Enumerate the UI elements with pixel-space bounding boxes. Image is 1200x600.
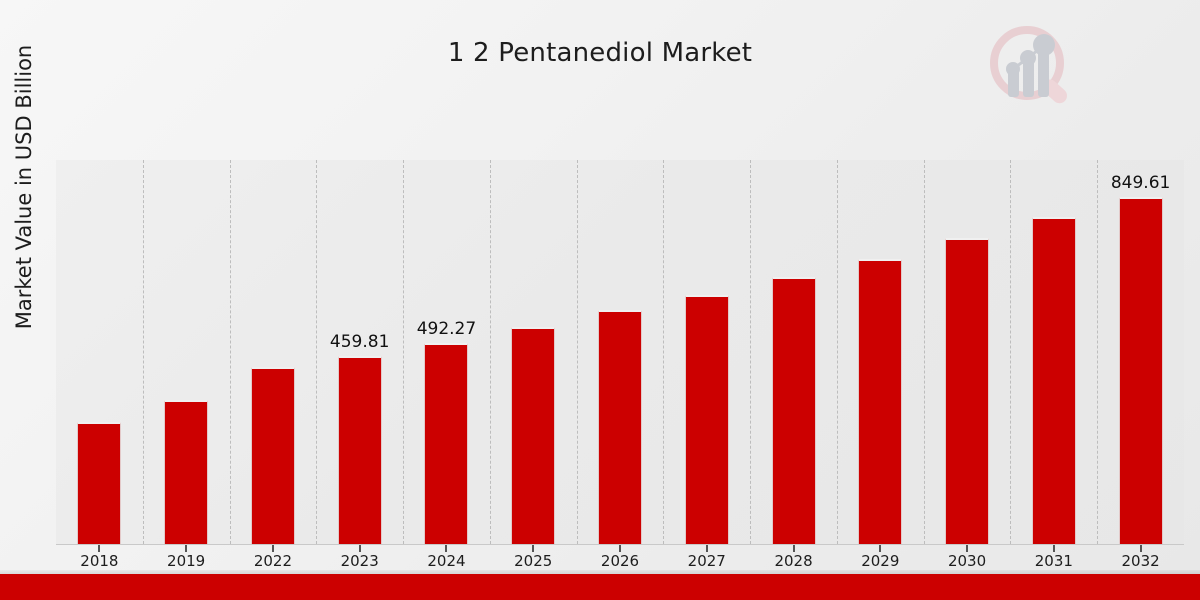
grid-line: [142, 160, 144, 544]
bar-slot: [663, 160, 750, 544]
x-axis-tick: [532, 545, 535, 552]
y-axis-label: Market Value in USD Billion: [12, 44, 36, 330]
bar-slot: [56, 160, 143, 544]
x-axis-tick-label: 2026: [600, 552, 640, 570]
grid-line: [663, 160, 665, 544]
x-axis-tick-label: 2025: [514, 552, 553, 570]
grid-line: [229, 160, 231, 544]
brand-watermark-logo: [978, 18, 1086, 118]
bar-slot: 492.27: [403, 160, 490, 544]
x-axis-tick-label: 2028: [774, 552, 813, 570]
x-axis-tick: [445, 545, 448, 552]
grid-line: [489, 160, 491, 544]
bar-slot: [143, 160, 230, 544]
magnifier-chart-icon: [990, 26, 1067, 104]
grid-line: [576, 160, 578, 544]
footer-band-shadow: [0, 570, 1200, 574]
bar-value-label: 459.81: [329, 332, 390, 352]
bar[interactable]: [684, 295, 729, 544]
bar[interactable]: [337, 356, 382, 544]
x-axis-tick: [271, 545, 274, 552]
x-axis-tick-label: 2024: [427, 552, 466, 570]
footer-accent-band: [0, 574, 1200, 600]
x-axis-tick-label: 2032: [1121, 552, 1160, 570]
x-axis-tick-label: 2031: [1034, 552, 1073, 570]
bar-slot: [837, 160, 924, 544]
bar[interactable]: [1118, 197, 1163, 544]
bar-slot: [577, 160, 664, 544]
bar[interactable]: [77, 422, 122, 544]
bar[interactable]: [250, 367, 295, 544]
bar[interactable]: [511, 327, 556, 544]
bar-slot: [490, 160, 577, 544]
grid-line: [1097, 160, 1099, 544]
bar[interactable]: [164, 400, 209, 544]
bar-value-label: 849.61: [1110, 173, 1171, 193]
x-axis-tick: [879, 545, 882, 552]
x-axis-tick: [185, 545, 188, 552]
bar-value-label: 492.27: [416, 319, 477, 339]
grid-line: [403, 160, 405, 544]
bar-slot: [1010, 160, 1097, 544]
x-axis-tick: [1139, 545, 1142, 552]
bar[interactable]: [771, 277, 816, 544]
x-axis-tick-label: 2029: [861, 552, 900, 570]
bar[interactable]: [424, 343, 469, 544]
x-axis-tick: [98, 545, 101, 552]
bar-slot: [230, 160, 317, 544]
bar-slot: [750, 160, 837, 544]
x-axis-tick-label: 2019: [167, 552, 206, 570]
bar[interactable]: [597, 310, 642, 544]
bar[interactable]: [945, 238, 990, 544]
grid-line: [923, 160, 925, 544]
grid-line: [316, 160, 318, 544]
x-axis-tick-label: 2023: [340, 552, 379, 570]
x-axis-tick: [705, 545, 708, 552]
x-axis-tick: [1052, 545, 1055, 552]
grid-line: [1010, 160, 1012, 544]
bar-slot: 849.61: [1097, 160, 1184, 544]
x-axis-tick: [619, 545, 621, 552]
x-axis-tick-label: 2022: [253, 552, 293, 570]
bar[interactable]: [1031, 217, 1076, 544]
plot-area: 459.81 492.27 849.61: [56, 160, 1184, 552]
x-axis-tick-label: 2018: [80, 552, 119, 570]
grid-line: [750, 160, 752, 544]
bar[interactable]: [858, 259, 903, 544]
x-axis-tick: [966, 545, 969, 552]
bar-slot: [924, 160, 1011, 544]
x-axis-tick: [358, 545, 361, 552]
bar-slot: 459.81: [316, 160, 403, 544]
page-title: 1 2 Pentanediol Market: [447, 38, 753, 68]
x-axis-tick-label: 2027: [687, 552, 726, 570]
x-axis-tick: [792, 545, 795, 552]
x-axis-tick-label: 2030: [947, 552, 987, 570]
grid-line: [836, 160, 838, 544]
